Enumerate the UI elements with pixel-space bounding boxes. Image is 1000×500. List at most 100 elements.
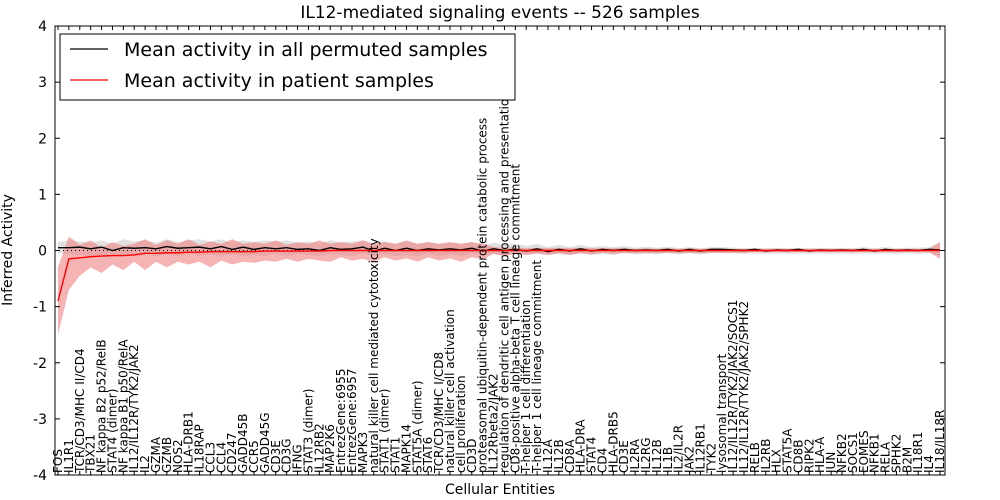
x-tick-label: IL12Rbeta2/JAK2 [487, 373, 501, 473]
x-tick-label: MAP2K6 [323, 424, 337, 473]
x-tick-label: B2M [900, 447, 914, 473]
x-tick-label: IL2/IL2R [672, 425, 686, 473]
x-tick-label: SOCS1 [846, 432, 860, 473]
x-tick-label: proteasomal ubiquitin-dependent protein … [476, 118, 490, 473]
x-tick-label: GADD45G [258, 412, 272, 473]
x-tick-label: STAT5A (dimer) [410, 380, 424, 473]
x-tick-label: NFKB2 [835, 433, 849, 473]
x-tick-label: regulation of dendritic cell antigen pro… [497, 91, 511, 473]
x-tick-label: T-helper 1 cell differentiation [519, 300, 533, 474]
x-tick-label: JAK2 [683, 446, 697, 474]
lines-layer [55, 245, 945, 302]
x-tick-label: IL1R1 [62, 439, 76, 473]
x-tick-label: CD3D [465, 439, 479, 474]
x-tick-label: STAT4 (dimer) [105, 389, 119, 473]
x-tick-label: IL12RB1 [693, 423, 707, 473]
x-tick-label: CD8B [791, 440, 805, 474]
x-tick-label: IL2 [138, 455, 152, 473]
x-tick-label: MAPK14 [399, 424, 413, 473]
x-tick-label: NFKB1 [868, 433, 882, 473]
x-tick-label: RELB [748, 442, 762, 473]
x-tick-label: HLA-DRB1 [182, 411, 196, 473]
x-tick-label: HLX [770, 449, 784, 473]
x-tick-label: RIPK2 [802, 438, 816, 473]
x-tick-label: IL12A [541, 439, 555, 473]
x-tick-label: JUN [824, 452, 838, 474]
x-tick-label: TCR/CD3/MHC II/CD4 [73, 348, 87, 474]
y-tick-label: 0 [38, 244, 47, 260]
x-tick-label: IL2RA [628, 438, 642, 473]
y-tick-label: 2 [38, 131, 47, 147]
y-tick-label: 1 [38, 187, 47, 203]
x-tick-label: NOS2 [171, 439, 185, 473]
x-tick-label: IL2RB [759, 439, 773, 473]
x-tick-label: T-helper 1 cell lineage commitment [530, 260, 544, 474]
x-tick-label: HLA-DRA [574, 419, 588, 473]
x-tick-label: IL12B [650, 439, 664, 473]
x-tick-label: IL12RB2 [312, 423, 326, 473]
legend: Mean activity in all permuted samples Me… [59, 33, 516, 101]
y-tick-label: -1 [33, 300, 47, 316]
x-tick-label: IL12B [552, 439, 566, 473]
x-tick-label: IL2RG [639, 438, 653, 474]
x-tick-label: STAT5A [781, 428, 795, 473]
x-tick-label: HLA-DRB5 [606, 411, 620, 473]
x-tick-label: STAT4 [585, 437, 599, 473]
x-tick-label: natural killer cell mediated cytotoxicit… [367, 238, 381, 473]
y-tick-label: -2 [33, 356, 47, 372]
x-tick-label: NF kappa B2 p52/RelB [95, 339, 109, 473]
x-tick-label: STAT1 (dimer) [378, 389, 392, 473]
y-tick-label: -3 [33, 412, 47, 428]
x-tick-label: lysosomal transport [715, 353, 729, 473]
series-line-1 [57, 249, 940, 302]
x-tick-label: CCL3 [203, 442, 217, 473]
x-tick-label: natural killer cell activation [443, 309, 457, 473]
x-tick-label: CD8-positive alpha-beta T cell lineage c… [508, 164, 522, 473]
x-tick-label: EntrezGene:6957 [345, 369, 359, 474]
x-tick-label: IL12/IL12R/TYK2/JAK2/SPHK2 [737, 301, 751, 473]
x-tick-label: TYK2 [704, 443, 718, 474]
x-tick-label: STAT3 (dimer) [301, 389, 315, 473]
x-tick-label: TBX21 [84, 434, 98, 474]
x-tick-label: CD247 [225, 432, 239, 473]
bands-layer [58, 236, 940, 335]
x-tick-label: CD4 [595, 448, 609, 473]
legend-label-permuted: Mean activity in all permuted samples [124, 39, 487, 61]
y-axis-ticks: -4 -3 -2 -1 0 1 2 3 4 [33, 19, 945, 484]
x-tick-label: RELA [879, 441, 893, 473]
x-tick-label: EOMES [857, 430, 871, 473]
x-tick-label: HLA-A [813, 436, 827, 473]
x-tick-label: CD3E [617, 440, 631, 473]
x-tick-label: CCR5 [247, 440, 261, 473]
x-tick-label: EntrezGene:6955 [334, 369, 348, 474]
x-tick-label: GADD45B [236, 414, 250, 474]
x-tick-label: FOS [51, 449, 65, 473]
band-1 [58, 236, 940, 335]
x-tick-label: IL12/IL12R/TYK2/JAK2 [127, 344, 141, 473]
x-tick-label: CD8A [563, 439, 577, 473]
chart-title: IL12-mediated signaling events -- 526 sa… [300, 3, 700, 23]
y-axis-label: Inferred Activity [0, 194, 16, 306]
x-tick-label: CD3E [269, 440, 283, 473]
x-tick-label: CCL4 [214, 442, 228, 473]
x-tick-label: STAT1 [389, 437, 403, 473]
legend-label-patient: Mean activity in patient samples [124, 70, 434, 92]
x-tick-label: IL18/IL18R [933, 410, 947, 473]
y-tick-label: 4 [38, 19, 47, 35]
x-tick-label: GZMB [160, 437, 174, 473]
x-tick-label: IL12/IL12R/TYK2/JAK2/SOCS1 [726, 300, 740, 473]
x-tick-label: cell proliferation [454, 375, 468, 473]
x-tick-label: IL18RAP [193, 424, 207, 473]
x-tick-label: IFNG [291, 444, 305, 473]
x-tick-label: MAPK3 [356, 432, 370, 473]
y-tick-label: 3 [38, 75, 47, 91]
x-tick-label: SPHK2 [889, 434, 903, 473]
x-tick-label: GZMA [149, 436, 163, 473]
x-tick-label: CD3G [280, 438, 294, 473]
x-tick-label: TCR/CD3/MHC I/CD8 [432, 352, 446, 474]
x-tick-label: NF kappa B1 p50/RelA [116, 339, 130, 473]
x-tick-label: IL18R1 [911, 432, 925, 473]
